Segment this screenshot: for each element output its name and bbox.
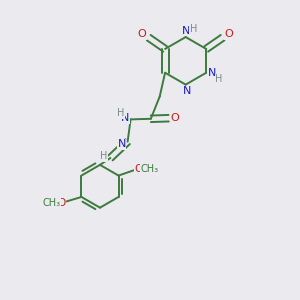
Text: N: N bbox=[183, 86, 191, 96]
Text: H: H bbox=[117, 108, 125, 118]
Text: O: O bbox=[225, 29, 233, 39]
Text: H: H bbox=[100, 151, 107, 161]
Text: O: O bbox=[135, 164, 143, 174]
Text: O: O bbox=[171, 113, 180, 123]
Text: O: O bbox=[138, 29, 147, 39]
Text: N: N bbox=[121, 113, 129, 124]
Text: N: N bbox=[207, 68, 216, 78]
Text: O: O bbox=[58, 198, 66, 208]
Text: N: N bbox=[182, 26, 190, 35]
Text: CH₃: CH₃ bbox=[42, 198, 60, 208]
Text: H: H bbox=[190, 24, 197, 34]
Text: N: N bbox=[118, 139, 126, 149]
Text: CH₃: CH₃ bbox=[140, 164, 158, 174]
Text: H: H bbox=[215, 74, 222, 84]
